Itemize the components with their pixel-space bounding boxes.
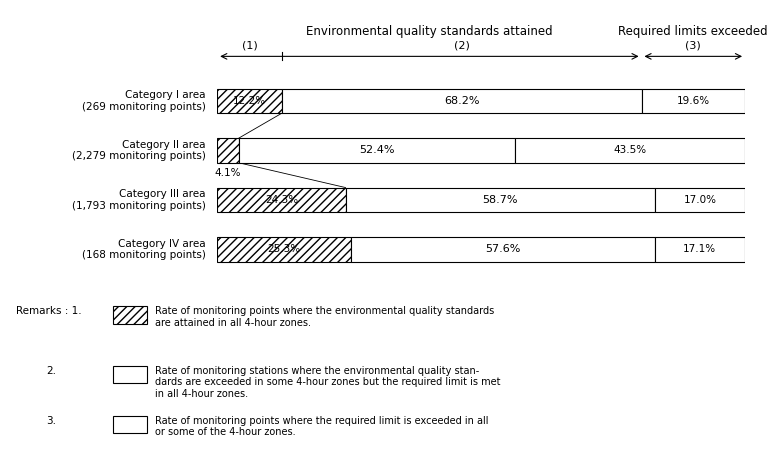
Bar bbox=[239, 138, 515, 163]
Text: Rate of monitoring stations where the environmental quality stan-
dards are exce: Rate of monitoring stations where the en… bbox=[155, 366, 501, 399]
Bar bbox=[655, 187, 745, 213]
Text: 17.1%: 17.1% bbox=[684, 244, 716, 255]
Text: Category I area
(269 monitoring points): Category I area (269 monitoring points) bbox=[81, 90, 206, 112]
Text: 52.4%: 52.4% bbox=[359, 145, 395, 155]
Text: 4.1%: 4.1% bbox=[215, 168, 241, 178]
Text: 25.3%: 25.3% bbox=[268, 244, 300, 255]
Text: Required limits exceeded: Required limits exceeded bbox=[618, 25, 768, 37]
Text: Category II area
(2,279 monitoring points): Category II area (2,279 monitoring point… bbox=[71, 140, 206, 161]
Bar bbox=[515, 138, 745, 163]
Text: 17.0%: 17.0% bbox=[684, 195, 716, 205]
Bar bbox=[217, 187, 345, 213]
Bar bbox=[655, 237, 745, 262]
Bar bbox=[217, 237, 351, 262]
Text: Rate of monitoring points where the required limit is exceeded in all
or some of: Rate of monitoring points where the requ… bbox=[155, 416, 489, 437]
Text: Remarks : 1.: Remarks : 1. bbox=[16, 306, 81, 316]
Text: 2.: 2. bbox=[47, 366, 57, 376]
Bar bbox=[345, 187, 655, 213]
Text: 68.2%: 68.2% bbox=[444, 96, 480, 106]
Text: 12.2%: 12.2% bbox=[233, 96, 266, 106]
Bar bbox=[351, 237, 655, 262]
Text: (2): (2) bbox=[454, 40, 469, 50]
Text: (1): (1) bbox=[241, 40, 258, 50]
Bar bbox=[642, 89, 745, 113]
Bar bbox=[217, 89, 282, 113]
Text: (3): (3) bbox=[685, 40, 702, 50]
Text: 58.7%: 58.7% bbox=[483, 195, 518, 205]
Bar bbox=[217, 138, 239, 163]
Text: 43.5%: 43.5% bbox=[614, 145, 646, 155]
Text: Category III area
(1,793 monitoring points): Category III area (1,793 monitoring poin… bbox=[71, 189, 206, 211]
Text: 19.6%: 19.6% bbox=[677, 96, 710, 106]
Text: Category IV area
(168 monitoring points): Category IV area (168 monitoring points) bbox=[81, 239, 206, 260]
Text: 24.3%: 24.3% bbox=[265, 195, 298, 205]
Text: 57.6%: 57.6% bbox=[485, 244, 521, 255]
Text: Rate of monitoring points where the environmental quality standards
are attained: Rate of monitoring points where the envi… bbox=[155, 306, 494, 328]
Text: Environmental quality standards attained: Environmental quality standards attained bbox=[306, 25, 553, 37]
Text: 3.: 3. bbox=[47, 416, 57, 426]
Bar bbox=[282, 89, 642, 113]
